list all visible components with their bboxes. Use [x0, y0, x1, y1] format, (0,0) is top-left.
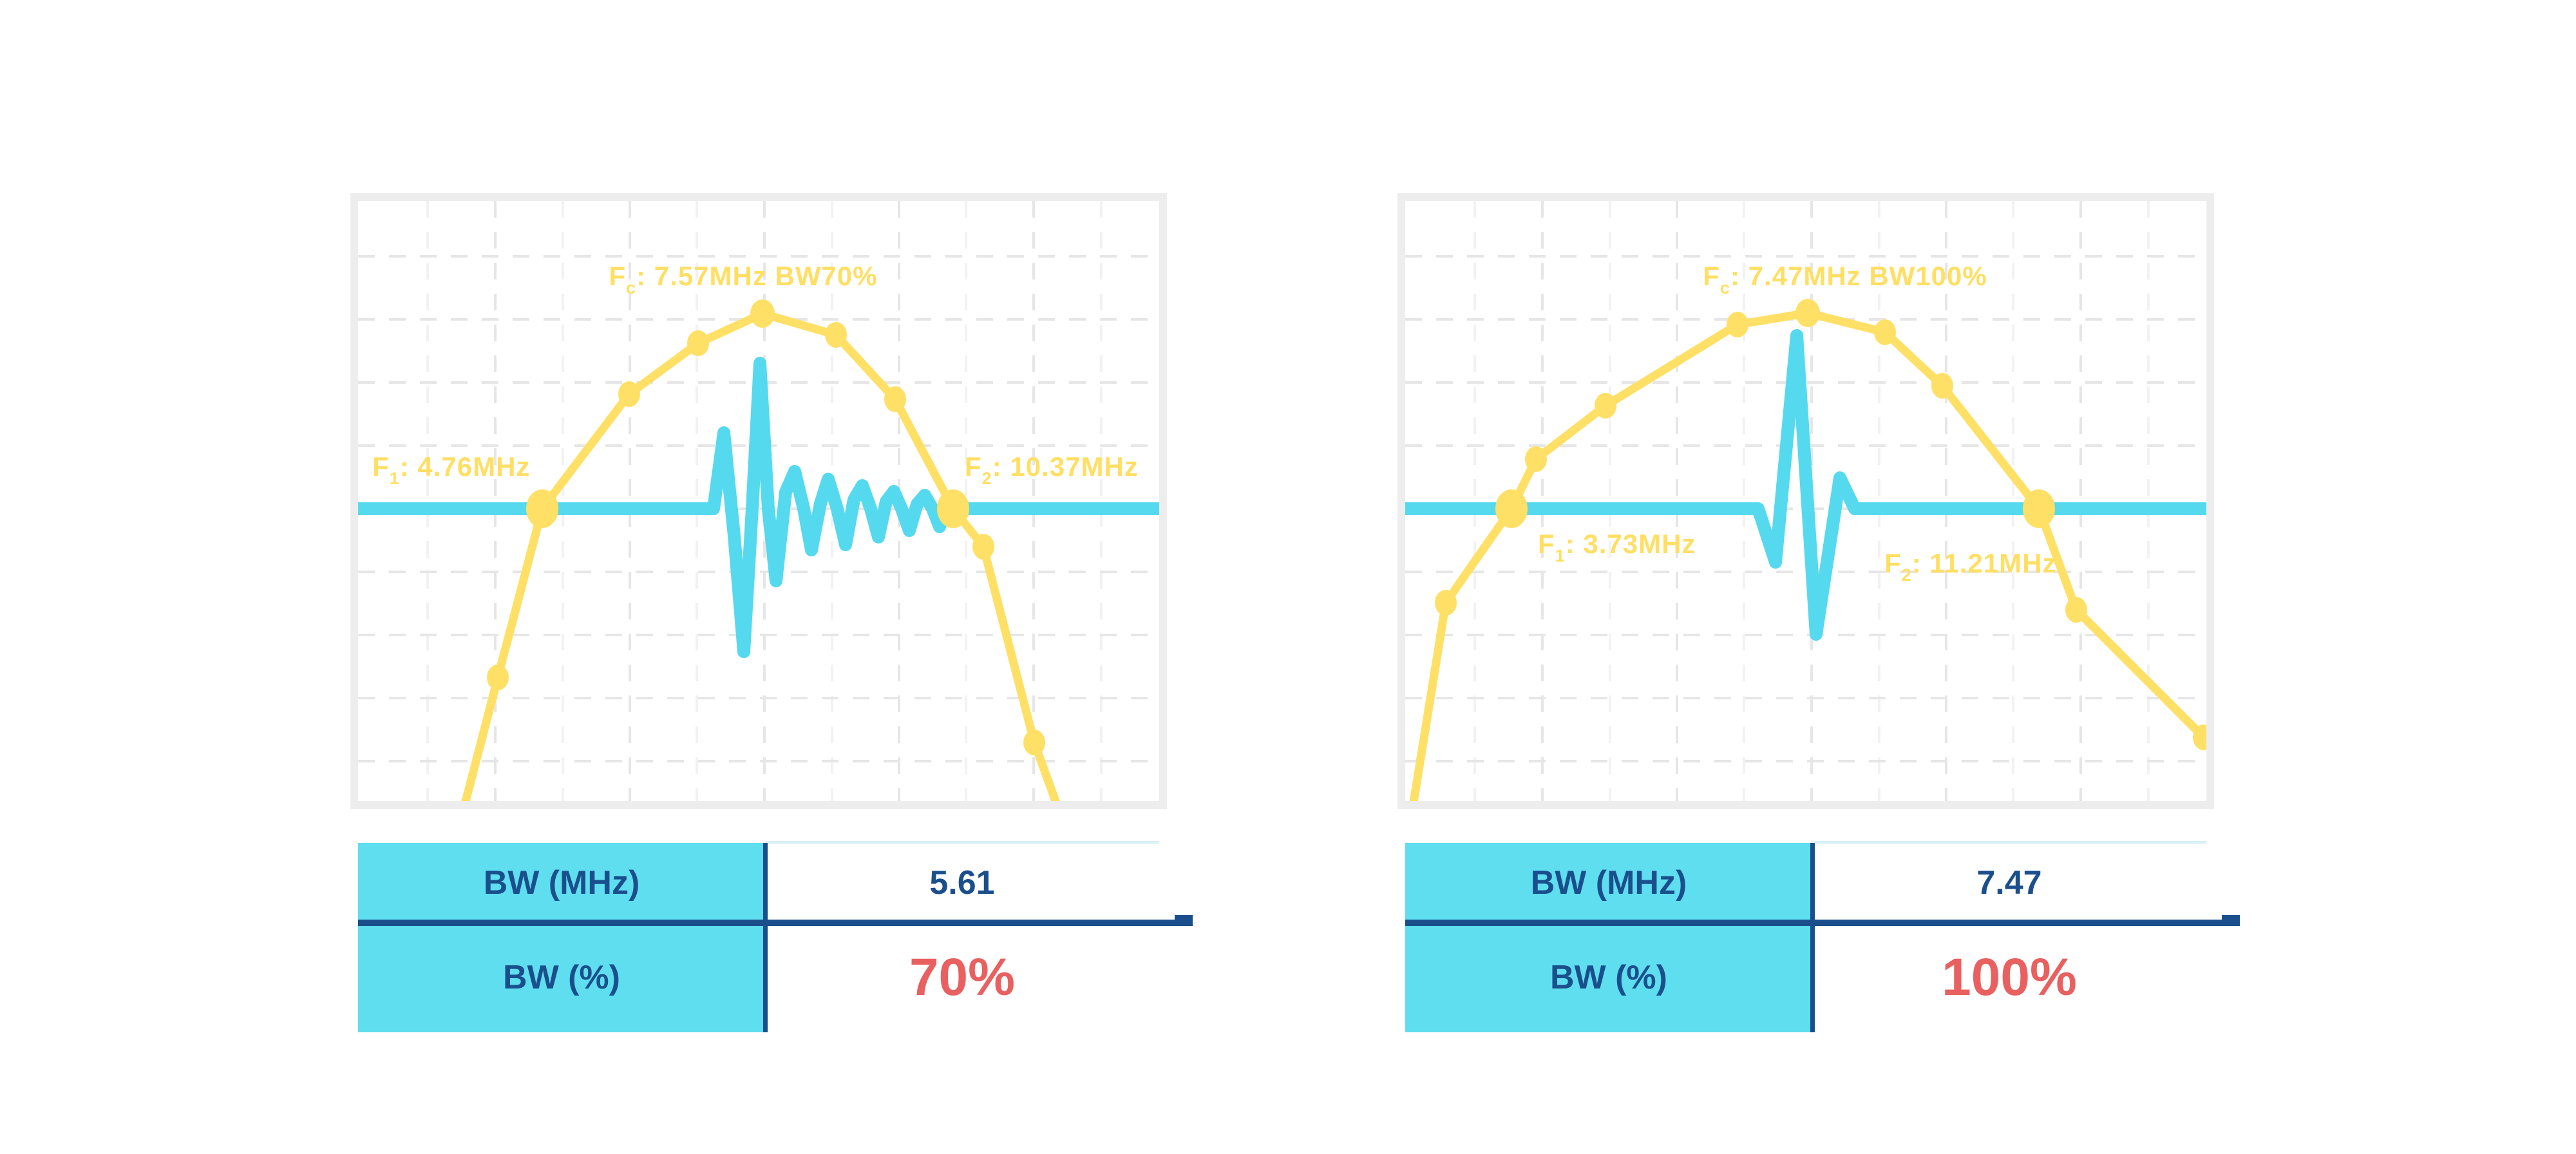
spectrum-marker — [825, 322, 847, 348]
f1-frequency-label: F1: 4.76MHz — [372, 451, 531, 487]
bw-mhz-label: BW (MHz) — [1530, 864, 1687, 902]
f1-prefix: F — [1538, 529, 1555, 559]
f1-subscript: 1 — [1555, 546, 1566, 565]
bw-mhz-value: 7.47 — [1976, 864, 2042, 902]
spectrum-marker — [1595, 393, 1616, 419]
table-row-divider-endcap — [1175, 915, 1193, 926]
spectrum-marker — [1727, 312, 1748, 337]
table-top-line — [1812, 841, 2206, 844]
spectrum-marker — [750, 299, 775, 328]
spectrum-marker — [2065, 597, 2087, 623]
spectrum-marker — [972, 534, 994, 560]
spectrum-marker — [1525, 446, 1547, 472]
table-header-column — [1405, 843, 1812, 1032]
spectrum-marker — [1874, 319, 1896, 345]
pulse-waveform — [1405, 329, 2206, 641]
f2-text: : 11.21MHz — [1911, 548, 2057, 578]
bw-mhz-label: BW (MHz) — [483, 864, 640, 902]
bw-percent-label: BW (%) — [1550, 959, 1667, 996]
spectrum-marker — [1435, 590, 1457, 616]
fc-text: : 7.57MHz BW70% — [636, 261, 878, 291]
table-row-divider — [358, 920, 1193, 926]
f1-text: : 3.73MHz — [1565, 529, 1696, 559]
spectrum-marker — [937, 489, 969, 528]
f2-subscript: 2 — [1901, 565, 1912, 585]
spectrum-plot-bw100 — [1405, 201, 2206, 801]
spectrum-marker — [2023, 489, 2055, 528]
f1-prefix: F — [372, 451, 390, 482]
fc-text: : 7.47MHz BW100% — [1730, 261, 1987, 291]
bw-mhz-value: 5.61 — [929, 864, 995, 902]
spectrum-marker — [2193, 724, 2206, 750]
table-column-separator — [1810, 843, 1815, 1032]
spectrum-marker — [618, 381, 640, 407]
fc-subscript: c — [626, 278, 637, 298]
f2-frequency-label: F2: 10.37MHz — [965, 451, 1139, 487]
spectrum-marker — [687, 330, 709, 356]
fc-prefix: F — [609, 261, 627, 291]
bandwidth-table-bw70: BW (MHz) 5.61 BW (%) 70% — [358, 841, 1195, 1032]
spectrum-marker — [884, 386, 906, 412]
f2-frequency-label: F2: 11.21MHz — [1884, 548, 2057, 584]
spectrum-marker — [1023, 730, 1045, 755]
f1-text: : 4.76MHz — [399, 451, 531, 482]
fc-subscript: c — [1719, 278, 1730, 298]
bandwidth-table-bw100: BW (MHz) 7.47 BW (%) 100% — [1405, 841, 2242, 1032]
f2-subscript: 2 — [981, 469, 992, 488]
bw-percent-label: BW (%) — [503, 959, 620, 996]
f2-prefix: F — [1884, 548, 1902, 578]
table-top-line — [765, 841, 1159, 844]
pulse-waveform — [358, 357, 1159, 658]
spectrum-plot-bw70 — [358, 201, 1159, 801]
center-frequency-label: Fc: 7.47MHz BW100% — [1703, 261, 1987, 297]
table-column-separator — [763, 843, 768, 1032]
chart-panel-bw70: Fc: 7.57MHz BW70% F1: 4.76MHz F2: 10.37M… — [350, 193, 1167, 809]
spectrum-marker — [1495, 489, 1528, 528]
f2-prefix: F — [965, 451, 982, 482]
f2-text: : 10.37MHz — [992, 451, 1139, 482]
chart-panel-bw100: Fc: 7.47MHz BW100% F1: 3.73MHz F2: 11.21… — [1397, 193, 2214, 809]
f1-frequency-label: F1: 3.73MHz — [1538, 529, 1696, 565]
bw-percent-value: 100% — [1942, 948, 2077, 1007]
table-row-divider-endcap — [2222, 915, 2240, 926]
spectrum-curve — [461, 309, 1061, 801]
fc-prefix: F — [1703, 261, 1720, 291]
spectrum-marker — [1795, 299, 1820, 327]
spectrum-marker — [487, 665, 509, 690]
f1-subscript: 1 — [389, 469, 400, 488]
table-header-column — [358, 843, 765, 1032]
bw-percent-value: 70% — [909, 948, 1016, 1007]
table-row-divider — [1405, 920, 2240, 926]
spectrum-marker — [526, 489, 558, 528]
center-frequency-label: Fc: 7.57MHz BW70% — [609, 261, 878, 297]
spectrum-marker — [1931, 373, 1953, 399]
